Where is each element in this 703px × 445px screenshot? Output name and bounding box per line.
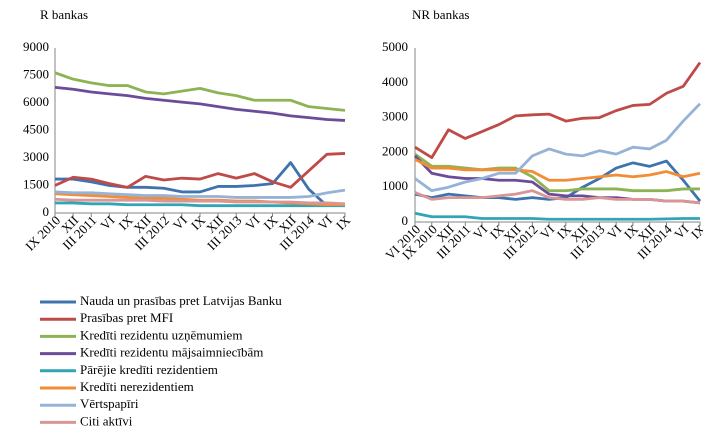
legend-label: Prasības pret MFI	[80, 310, 173, 325]
chart-title: NR bankas	[412, 7, 469, 22]
x-tick-label: IX	[688, 221, 703, 242]
line-series	[414, 153, 700, 193]
y-tick-label: 9000	[23, 39, 49, 54]
legend-label: Kredīti rezidentu mājsaimniecībām	[80, 345, 263, 360]
y-tick-label: 0	[43, 204, 50, 219]
line-series	[414, 158, 701, 182]
legend-label: Vērtspapīri	[80, 396, 139, 411]
y-tick-label: 3000	[23, 149, 49, 164]
x-tick-label: IX	[333, 212, 354, 233]
line-series	[54, 86, 346, 122]
line-series	[55, 201, 345, 208]
line-series	[54, 188, 346, 199]
line-series	[54, 152, 346, 189]
y-tick-label: 3000	[382, 109, 408, 124]
y-tick-label: 5000	[382, 39, 408, 54]
y-tick-label: 6000	[23, 94, 49, 109]
y-tick-label: 1000	[382, 178, 408, 193]
y-tick-label: 2000	[382, 143, 408, 158]
y-tick-label: 0	[402, 213, 409, 228]
legend-label: Kredīti rezidentu uzņēmumiem	[80, 327, 242, 342]
chart-title: R bankas	[40, 7, 88, 22]
y-tick-label: 1500	[23, 176, 49, 191]
line-series	[414, 211, 700, 221]
y-tick-label: 4500	[23, 121, 49, 136]
line-series	[414, 102, 702, 193]
y-tick-label: 7500	[23, 66, 49, 81]
line-series	[54, 197, 346, 206]
legend-label: Kredīti nerezidentiem	[80, 379, 194, 394]
legend-label: Nauda un prasības pret Latvijas Banku	[80, 293, 282, 308]
line-series	[414, 189, 701, 205]
line-series	[55, 161, 346, 208]
legend-label: Citi aktīvi	[80, 413, 133, 428]
line-series	[54, 71, 346, 112]
legend-label: Pārējie kredīti rezidentiem	[80, 362, 218, 377]
line-series	[414, 61, 702, 160]
y-tick-label: 4000	[382, 74, 408, 89]
